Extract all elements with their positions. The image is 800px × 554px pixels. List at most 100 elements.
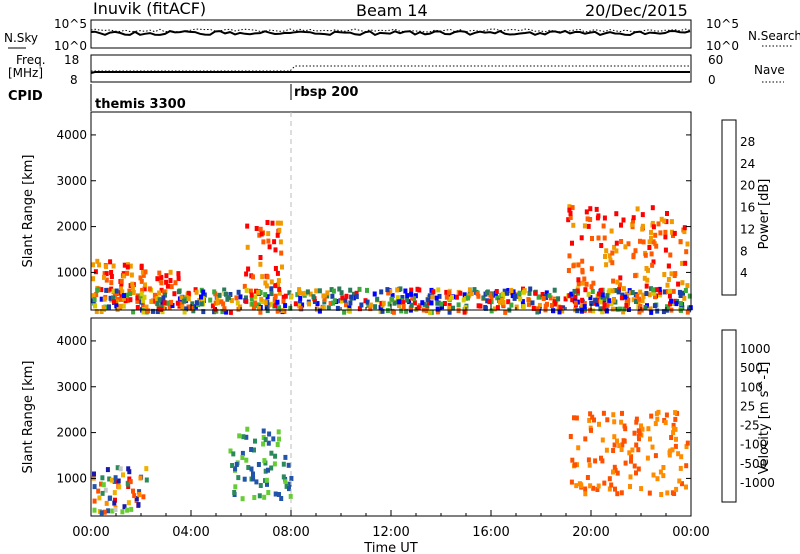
range-cell [612, 244, 617, 250]
range-cell [420, 300, 425, 306]
range-cell [349, 294, 354, 300]
range-cell [673, 271, 678, 277]
range-cell [592, 417, 596, 423]
range-cell [544, 290, 549, 296]
range-cell [130, 281, 135, 287]
range-cell [266, 231, 271, 237]
freq-label-line1: Freq. [16, 53, 46, 67]
range-cell [640, 298, 645, 304]
range-cell [506, 299, 511, 305]
colorbar-tick-label: 8 [740, 244, 748, 258]
range-cell [517, 290, 522, 296]
range-cell [630, 222, 635, 228]
range-cell [478, 303, 483, 309]
range-cell [340, 295, 345, 301]
range-cell [275, 308, 280, 314]
range-cell [636, 466, 641, 472]
range-cell [122, 273, 127, 279]
range-cell [572, 415, 576, 421]
range-cell [617, 282, 622, 288]
range-cell [91, 276, 96, 282]
range-cell [92, 297, 97, 302]
range-cell [604, 248, 609, 254]
range-cell [620, 292, 625, 298]
range-cell [156, 306, 161, 312]
range-cell [583, 306, 588, 312]
range-cell [576, 277, 581, 283]
range-cell [157, 297, 162, 303]
range-cell [614, 211, 619, 217]
range-cell [234, 462, 239, 467]
range-cell [328, 301, 333, 306]
range-cell [651, 224, 656, 230]
y-tick-label: 4000 [56, 128, 87, 142]
range-cell [139, 291, 144, 297]
range-cell [583, 436, 588, 442]
noise-panel: N.Sky 10^5 10^0 10^5 10^0 N.Search [4, 17, 800, 53]
range-cell [264, 477, 269, 483]
range-cell [458, 290, 463, 296]
range-cell [629, 454, 634, 460]
range-cell [528, 286, 533, 292]
range-cell [215, 300, 220, 306]
range-cell [210, 303, 215, 309]
range-cell [647, 239, 652, 245]
range-cell [637, 309, 642, 315]
range-cell [585, 475, 590, 480]
cpid-panel: CPID themis 3300 rbsp 200 [8, 84, 358, 112]
range-cell [109, 477, 114, 483]
range-cell [615, 306, 620, 312]
range-cell [137, 489, 142, 495]
range-cell [552, 287, 557, 293]
y-tick-label: 3000 [56, 380, 87, 394]
y-tick-label: 4000 [56, 334, 87, 348]
nsearch-label: N.Search [748, 29, 800, 43]
range-cell [281, 474, 286, 480]
range-cell [568, 434, 573, 439]
colorbar-tick-label: 16 [740, 201, 755, 215]
range-cell [189, 305, 194, 311]
range-cell [613, 288, 617, 293]
range-cell [273, 453, 278, 459]
range-cell [276, 278, 281, 284]
noise-right-tick-top: 10^5 [706, 17, 739, 31]
range-cell [390, 296, 395, 302]
range-cell [615, 279, 620, 285]
range-cell [146, 308, 151, 314]
range-cell [622, 306, 627, 312]
range-cell [251, 471, 255, 477]
range-cell [147, 286, 152, 292]
range-cell [623, 294, 628, 300]
range-cell [685, 309, 690, 315]
range-cell [408, 305, 413, 311]
range-cell [599, 243, 604, 248]
range-cell [607, 288, 612, 294]
range-cell [95, 258, 100, 264]
range-cell [666, 263, 671, 269]
range-cell [277, 290, 282, 296]
range-cell [244, 457, 249, 463]
range-cell [142, 294, 147, 300]
nave-label: Nave [754, 63, 785, 77]
range-cell [515, 292, 520, 298]
range-cell [320, 305, 325, 311]
range-cell [295, 292, 300, 298]
nave-line [91, 65, 690, 72]
range-cell [311, 294, 316, 300]
range-cell [568, 210, 573, 216]
range-cell [536, 294, 541, 300]
colorbar-tick-label: 28 [740, 135, 755, 149]
range-cell [626, 241, 631, 247]
range-cell [281, 294, 286, 300]
range-cell [654, 287, 659, 293]
range-cell [589, 266, 594, 272]
range-cell [684, 484, 688, 490]
range-cell [682, 229, 687, 235]
range-cell [169, 284, 174, 290]
range-cell [607, 298, 612, 304]
range-cell [618, 306, 623, 312]
range-cell [650, 220, 655, 226]
range-cell [297, 287, 302, 293]
frequency-panel: Freq. [MHz] 18 8 60 0 Nave [8, 53, 785, 87]
range-cell [105, 467, 110, 473]
